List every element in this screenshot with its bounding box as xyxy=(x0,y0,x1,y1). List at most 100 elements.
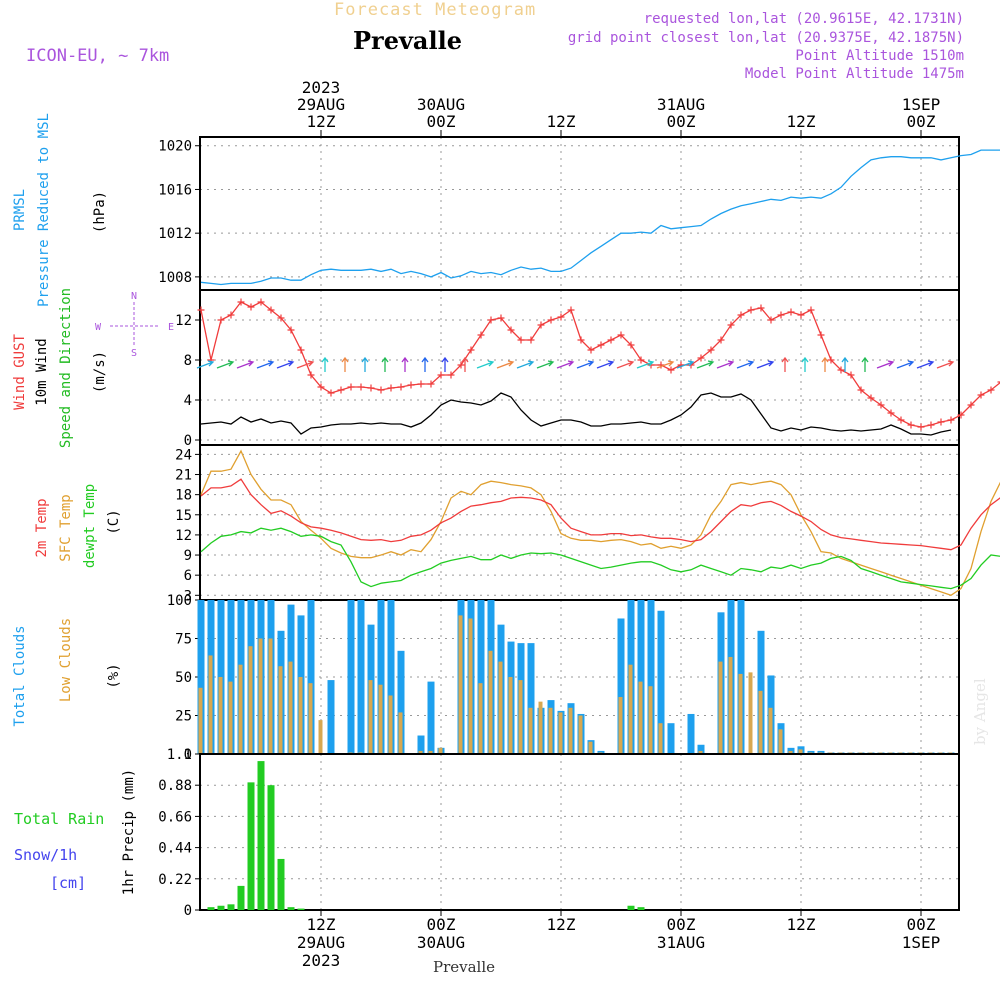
bottom-time-label: 30AUG xyxy=(417,933,465,952)
top-time-label: 29AUG xyxy=(297,95,345,114)
clouds-ytick-label: 50 xyxy=(175,670,192,686)
low-cloud-bar xyxy=(318,720,323,754)
gust-marker xyxy=(737,311,745,319)
gust-marker xyxy=(547,316,555,324)
gust-marker xyxy=(447,371,455,379)
total-cloud-bar xyxy=(637,600,645,754)
low-cloud-bar xyxy=(398,712,403,754)
top-time-label: 1SEP xyxy=(902,95,941,114)
pressure-labels: PRMSL Pressure Reduced to MSL (hPa) xyxy=(12,113,108,307)
total-cloud-bar xyxy=(527,643,535,754)
temp-unit: (C) xyxy=(106,509,122,534)
gust-marker xyxy=(727,321,735,329)
gust-marker xyxy=(417,380,425,388)
compass-w: W xyxy=(95,322,102,333)
bottom-time-label: 00Z xyxy=(667,915,696,934)
low-cloud-bar xyxy=(438,747,443,754)
gust-marker xyxy=(327,389,335,397)
low-cloud-bar xyxy=(658,723,663,754)
t2m-line xyxy=(200,478,1000,551)
tsfc-label: SFC Temp xyxy=(58,494,74,561)
rain-bar xyxy=(627,905,635,910)
wind-panel: 12 8 4 0 xyxy=(175,289,1000,449)
gust-marker xyxy=(537,321,545,329)
gust-marker xyxy=(257,298,265,306)
gust-marker xyxy=(457,361,465,369)
gust-marker xyxy=(837,366,845,374)
gust-marker xyxy=(607,336,615,344)
top-time-label: 2023 xyxy=(302,78,341,97)
wind-direction-arrow xyxy=(216,360,235,369)
low-cloud-bar xyxy=(738,673,743,754)
gust-marker xyxy=(697,354,705,362)
precip-frame xyxy=(199,753,960,911)
clouds-ytick-label: 100 xyxy=(167,593,192,609)
wind-direction-arrow xyxy=(636,360,655,369)
gust-marker xyxy=(787,308,795,316)
gust-marker xyxy=(807,306,815,314)
wind-direction-arrow xyxy=(536,360,555,369)
pressure-unit: (hPa) xyxy=(92,191,108,233)
pressure-frame xyxy=(199,136,960,291)
wind-direction-arrow xyxy=(676,360,695,369)
precip-ytick-label: 0.88 xyxy=(158,778,192,794)
gust-marker xyxy=(817,331,825,339)
bottom-time-label: 1SEP xyxy=(902,933,941,952)
wind-ytick-label: 4 xyxy=(184,393,192,409)
rain-bar xyxy=(247,782,255,910)
bottom-time-label: 2023 xyxy=(302,951,341,970)
total-cloud-bar xyxy=(667,723,675,754)
low-cloud-bar xyxy=(378,684,383,754)
gust-marker xyxy=(477,331,485,339)
total-cloud-bar xyxy=(617,618,625,754)
total-cloud-bar xyxy=(817,750,825,754)
total-cloud-bar xyxy=(417,735,425,754)
wind-direction-arrow xyxy=(756,360,775,369)
wind-direction-arrow xyxy=(476,360,495,369)
wind-labels: Wind GUST 10m Wind Speed and Direction (… xyxy=(12,288,174,448)
bottom-time-label: 31AUG xyxy=(657,933,705,952)
top-time-label: 00Z xyxy=(667,112,696,131)
total-cloud-bar xyxy=(427,681,435,754)
total-cloud-bar xyxy=(397,650,405,754)
low-cloud-bar xyxy=(208,655,213,754)
rain-bar xyxy=(227,904,235,910)
bottom-time-label: 12Z xyxy=(787,915,816,934)
gust-marker xyxy=(667,366,675,374)
gust-marker xyxy=(917,423,925,431)
gust-marker xyxy=(347,383,355,391)
low-cloud-bar xyxy=(748,672,753,754)
gust-marker xyxy=(377,386,385,394)
low-cloud-bar xyxy=(368,680,373,754)
low-cloud-bar xyxy=(458,615,463,754)
temperature-ytick-label: 15 xyxy=(175,508,192,524)
top-time-label: 00Z xyxy=(907,112,936,131)
rain-bar xyxy=(637,907,645,910)
wind-direction-arrow xyxy=(516,360,535,369)
low-cloud-bar xyxy=(638,681,643,754)
model-altitude: Model Point Altitude 1475m xyxy=(745,66,964,82)
bottom-time-label: 12Z xyxy=(307,915,336,934)
gust-marker xyxy=(507,326,515,334)
temperature-ytick-label: 9 xyxy=(184,548,192,564)
gust-marker xyxy=(517,336,525,344)
gust-marker xyxy=(317,383,325,391)
wind-direction-arrow xyxy=(421,356,429,372)
t2m-label: 2m Temp xyxy=(34,498,50,557)
wind-direction-arrow xyxy=(781,356,789,372)
low-cloud-bar xyxy=(428,750,433,754)
gust-marker xyxy=(847,371,855,379)
gust-marker xyxy=(627,341,635,349)
wind-ytick-label: 0 xyxy=(184,433,192,449)
total-cloud-bar xyxy=(647,600,655,754)
gust-marker xyxy=(267,306,275,314)
rain-label: Total Rain xyxy=(14,810,104,828)
gust-marker xyxy=(947,416,955,424)
gust-marker xyxy=(707,346,715,354)
gust-marker xyxy=(367,384,375,392)
snow-unit: [cm] xyxy=(50,874,86,892)
total-cloud-bar xyxy=(697,744,705,754)
low-cloud-bar xyxy=(508,677,513,754)
gust-marker xyxy=(597,341,605,349)
